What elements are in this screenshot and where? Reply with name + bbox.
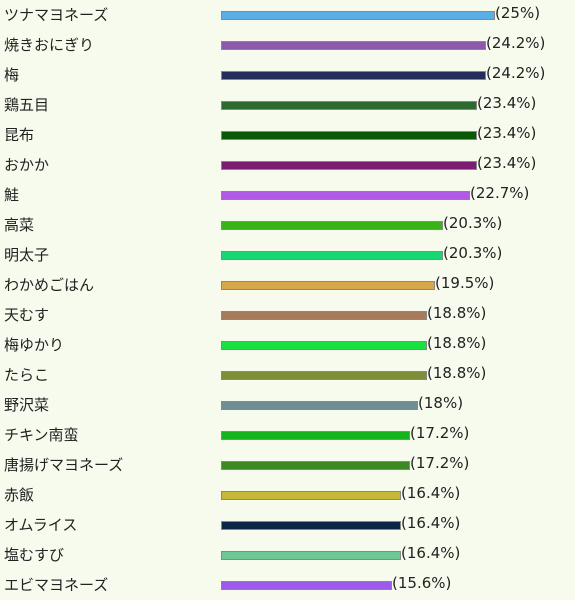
bar (221, 521, 401, 530)
bar-row: ツナマヨネーズ (25%) (0, 0, 575, 30)
bar-row: わかめごはん (19.5%) (0, 270, 575, 300)
value-label: (17.2%) (410, 454, 470, 472)
value-label: (18.8%) (427, 334, 487, 352)
bar (221, 581, 392, 590)
bar-row: 野沢菜 (18%) (0, 390, 575, 420)
category-label: 高菜 (4, 216, 35, 234)
bar-row: 天むす (18.8%) (0, 300, 575, 330)
bar (221, 11, 495, 20)
value-label: (16.4%) (401, 484, 461, 502)
category-label: 唐揚げマヨネーズ (4, 456, 124, 474)
category-label: おかか (4, 156, 50, 174)
value-label: (19.5%) (435, 274, 495, 292)
bar (221, 431, 410, 440)
bar-row: 梅 (24.2%) (0, 60, 575, 90)
value-label: (25%) (495, 4, 541, 22)
category-label: 昆布 (4, 126, 35, 144)
bar (221, 491, 401, 500)
value-label: (23.4%) (477, 154, 537, 172)
value-label: (20.3%) (443, 214, 503, 232)
category-label: 鮭 (4, 186, 20, 204)
category-label: チキン南蛮 (4, 426, 79, 444)
bar (221, 401, 418, 410)
bar-row: エビマヨネーズ (15.6%) (0, 570, 575, 600)
bar-row: 焼きおにぎり (24.2%) (0, 30, 575, 60)
value-label: (22.7%) (470, 184, 530, 202)
category-label: 焼きおにぎり (4, 36, 95, 54)
category-label: ツナマヨネーズ (4, 6, 109, 24)
bar (221, 341, 427, 350)
value-label: (24.2%) (486, 34, 546, 52)
bar-row: 昆布 (23.4%) (0, 120, 575, 150)
bar (221, 71, 486, 80)
value-label: (16.4%) (401, 544, 461, 562)
bar-row: チキン南蛮 (17.2%) (0, 420, 575, 450)
value-label: (18%) (418, 394, 464, 412)
bar-row: 塩むすび (16.4%) (0, 540, 575, 570)
bar-row: 唐揚げマヨネーズ (17.2%) (0, 450, 575, 480)
bar (221, 221, 443, 230)
category-label: 赤飯 (4, 486, 35, 504)
category-label: 梅ゆかり (4, 336, 65, 354)
bar (221, 551, 401, 560)
bar (221, 191, 470, 200)
category-label: たらこ (4, 366, 50, 384)
bar (221, 311, 427, 320)
category-label: 梅 (4, 66, 20, 84)
value-label: (24.2%) (486, 64, 546, 82)
bar-row: 高菜 (20.3%) (0, 210, 575, 240)
bar (221, 461, 410, 470)
value-label: (20.3%) (443, 244, 503, 262)
category-label: 明太子 (4, 246, 50, 264)
category-label: 野沢菜 (4, 396, 50, 414)
category-label: エビマヨネーズ (4, 576, 109, 594)
bar-row: 明太子 (20.3%) (0, 240, 575, 270)
bar-row: 鮭 (22.7%) (0, 180, 575, 210)
bar-row: オムライス (16.4%) (0, 510, 575, 540)
bar-row: 赤飯 (16.4%) (0, 480, 575, 510)
bar (221, 371, 427, 380)
bar-row: 梅ゆかり (18.8%) (0, 330, 575, 360)
bar (221, 281, 435, 290)
bar-row: たらこ (18.8%) (0, 360, 575, 390)
category-label: オムライス (4, 516, 78, 534)
bar (221, 251, 443, 260)
bar (221, 131, 477, 140)
value-label: (23.4%) (477, 94, 537, 112)
category-label: 塩むすび (4, 546, 65, 564)
category-label: わかめごはん (4, 276, 95, 294)
bar (221, 161, 477, 170)
value-label: (18.8%) (427, 304, 487, 322)
bar-row: 鶏五目 (23.4%) (0, 90, 575, 120)
bar-row: おかか (23.4%) (0, 150, 575, 180)
value-label: (15.6%) (392, 574, 452, 592)
value-label: (18.8%) (427, 364, 487, 382)
value-label: (17.2%) (410, 424, 470, 442)
category-label: 天むす (4, 306, 50, 324)
bar (221, 41, 486, 50)
value-label: (16.4%) (401, 514, 461, 532)
bar (221, 101, 477, 110)
value-label: (23.4%) (477, 124, 537, 142)
category-label: 鶏五目 (4, 96, 50, 114)
